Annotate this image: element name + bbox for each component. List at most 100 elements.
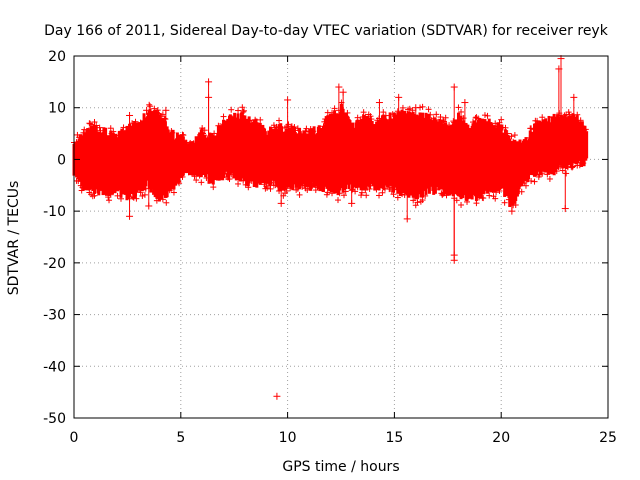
- x-tick-label: 25: [599, 430, 617, 446]
- data-point: [235, 180, 242, 187]
- x-tick-label: 15: [385, 430, 403, 446]
- y-tick-label: -20: [43, 256, 66, 272]
- data-point: [291, 124, 298, 131]
- data-point-outlier: [126, 111, 134, 119]
- data-point-outlier: [450, 83, 458, 91]
- data-point: [539, 114, 546, 121]
- data-point: [299, 183, 306, 190]
- data-point: [498, 116, 505, 123]
- data-point-outlier: [570, 93, 578, 101]
- data-point: [563, 170, 570, 177]
- data-point: [484, 112, 491, 119]
- data-point: [133, 195, 140, 202]
- data-point: [367, 113, 374, 120]
- data-point: [511, 132, 518, 139]
- data-point: [425, 106, 432, 113]
- data-point: [376, 192, 383, 199]
- data-point: [201, 127, 208, 134]
- data-point-outlier: [277, 199, 285, 207]
- data-point: [414, 199, 421, 206]
- y-tick-label: 10: [48, 101, 66, 117]
- data-point: [151, 105, 158, 112]
- data-point: [419, 197, 426, 204]
- data-point: [198, 179, 205, 186]
- data-point-outlier: [461, 99, 469, 107]
- data-point: [394, 108, 401, 115]
- x-tick-label: 5: [176, 430, 185, 446]
- data-point: [481, 112, 488, 119]
- data-point: [453, 197, 460, 204]
- data-point: [458, 108, 465, 115]
- data-point: [502, 124, 509, 131]
- data-point: [335, 197, 342, 204]
- y-tick-label: -10: [43, 204, 66, 220]
- data-series-sdtvar: [71, 55, 589, 400]
- data-point: [352, 188, 359, 195]
- data-point: [267, 185, 274, 192]
- data-point: [88, 121, 95, 128]
- data-point-outlier: [508, 207, 516, 215]
- data-point: [147, 103, 154, 110]
- data-point: [276, 117, 283, 124]
- data-point: [344, 109, 351, 116]
- data-point: [522, 182, 529, 189]
- x-tick-label: 0: [70, 430, 79, 446]
- data-point: [340, 192, 347, 199]
- data-point: [539, 170, 546, 177]
- data-point: [394, 194, 401, 201]
- data-point: [358, 189, 365, 196]
- data-point: [137, 189, 144, 196]
- data-point: [492, 195, 499, 202]
- data-point: [241, 107, 248, 114]
- data-point: [464, 198, 471, 205]
- data-point-outlier: [339, 88, 347, 96]
- data-point: [382, 112, 389, 119]
- data-point: [458, 201, 465, 208]
- x-axis-label: GPS time / hours: [282, 459, 399, 475]
- data-point: [264, 184, 271, 191]
- data-point-outlier: [335, 83, 343, 91]
- data-point: [86, 120, 93, 127]
- data-point: [531, 178, 538, 185]
- y-tick-label: -50: [43, 411, 66, 427]
- y-tick-label: -30: [43, 308, 66, 324]
- data-point-outlier: [205, 78, 213, 86]
- data-point: [107, 125, 114, 132]
- data-point-outlier: [561, 205, 569, 213]
- data-point: [577, 117, 584, 124]
- data-point: [294, 185, 301, 192]
- data-point: [159, 196, 166, 203]
- data-point: [163, 199, 170, 206]
- data-point: [139, 192, 146, 199]
- data-point: [480, 195, 487, 202]
- chart-title: Day 166 of 2011, Sidereal Day-to-day VTE…: [44, 23, 609, 39]
- data-point: [176, 180, 183, 187]
- data-point: [496, 119, 503, 126]
- data-point: [96, 124, 103, 131]
- data-point: [240, 108, 247, 115]
- data-point: [91, 118, 98, 125]
- data-point: [440, 118, 447, 125]
- data-point: [518, 188, 525, 195]
- data-point: [336, 190, 343, 197]
- data-point: [257, 116, 264, 123]
- data-point-outlier: [395, 93, 403, 101]
- data-point: [486, 192, 493, 199]
- data-point: [528, 177, 535, 184]
- data-point: [132, 118, 139, 125]
- data-point-outlier: [504, 130, 512, 138]
- data-point: [546, 175, 553, 182]
- data-point: [296, 191, 303, 198]
- data-point-outlier: [412, 104, 420, 112]
- data-point: [239, 104, 246, 111]
- data-point-outlier: [143, 106, 151, 114]
- y-tick-label: 0: [57, 152, 66, 168]
- data-point: [379, 189, 386, 196]
- data-point-outlier: [450, 256, 458, 264]
- data-point: [473, 200, 480, 207]
- data-point: [366, 185, 373, 192]
- data-point: [331, 105, 338, 112]
- axes: 0 5 10 15 20 25 -50 -40 -30 -20 -10 0 10 20: [43, 49, 617, 446]
- data-point: [155, 110, 162, 117]
